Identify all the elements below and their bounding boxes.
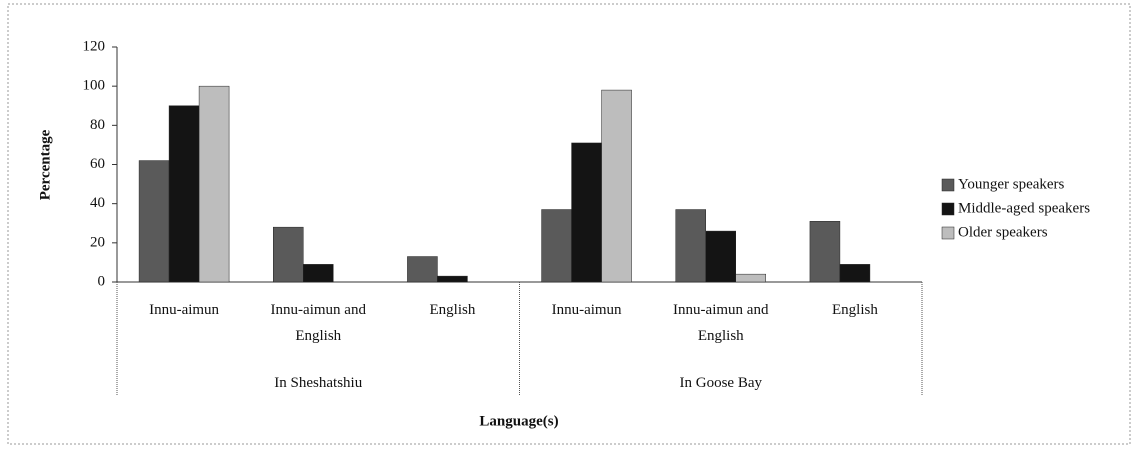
bar xyxy=(303,264,334,283)
bar xyxy=(168,105,200,283)
y-tick-label: 100 xyxy=(83,78,106,94)
bar xyxy=(541,209,572,283)
bar xyxy=(407,256,438,283)
bar xyxy=(437,275,468,283)
x-tick-label: Innu-aimun xyxy=(551,302,622,318)
y-tick-label: 40 xyxy=(90,195,105,211)
legend-label: Older speakers xyxy=(958,224,1048,240)
y-tick-label: 80 xyxy=(90,117,105,133)
x-tick-label: Innu-aimun and English xyxy=(673,302,769,344)
legend-swatch xyxy=(941,202,955,216)
bar xyxy=(571,142,602,283)
x-tick-label: English xyxy=(831,302,878,318)
frame xyxy=(7,3,1131,445)
x-tick-label: Innu-aimun and English xyxy=(270,302,366,344)
bar xyxy=(735,273,766,283)
y-tick-label: 20 xyxy=(90,234,105,250)
y-axis-label: Percentage xyxy=(37,129,53,200)
legend-label: Younger speakers xyxy=(958,176,1065,192)
x-tick-label: Innu-aimun xyxy=(149,302,220,318)
bar xyxy=(601,89,632,283)
y-tick-label: 0 xyxy=(98,273,106,289)
x-tick-label: English xyxy=(429,302,476,318)
legend-swatch xyxy=(941,178,955,192)
group-label: In Goose Bay xyxy=(679,375,763,391)
legend-label: Middle-aged speakers xyxy=(958,200,1090,216)
bar xyxy=(138,160,170,283)
bar xyxy=(198,85,230,283)
bar xyxy=(675,209,706,283)
x-axis-label: Language(s) xyxy=(479,413,558,429)
y-tick-label: 120 xyxy=(83,38,106,54)
bar xyxy=(273,226,304,283)
legend-swatch xyxy=(941,226,955,240)
bar xyxy=(705,230,736,283)
bar xyxy=(809,221,841,283)
bar xyxy=(839,264,871,283)
group-label: In Sheshatshiu xyxy=(274,375,363,391)
y-tick-label: 60 xyxy=(90,156,105,172)
